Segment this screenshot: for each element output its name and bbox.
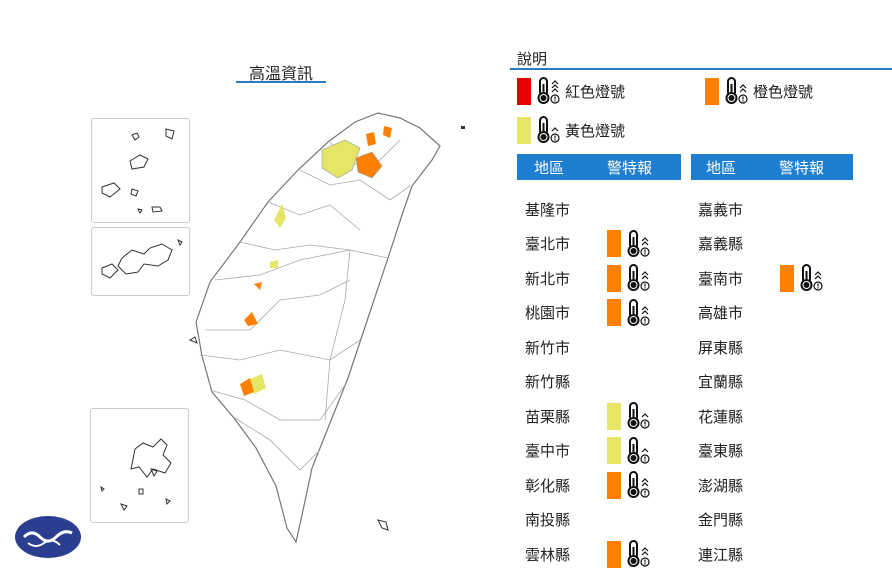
table-row: 嘉義市 bbox=[698, 194, 780, 224]
table-row: 屏東縣 bbox=[698, 332, 780, 362]
inset-kinmen bbox=[91, 227, 190, 296]
region-name: 嘉義市 bbox=[698, 200, 744, 219]
warning-swatch-yellow bbox=[607, 402, 621, 430]
table-row: 新竹市 bbox=[525, 332, 607, 362]
legend-item-yellow: 黃色燈號 bbox=[517, 115, 625, 145]
table-header-right: 地區 警特報 bbox=[691, 154, 853, 180]
header-region: 地區 bbox=[534, 158, 565, 177]
legend-swatch bbox=[517, 116, 531, 144]
region-name: 澎湖縣 bbox=[698, 476, 744, 495]
thermometer-icon bbox=[625, 436, 651, 466]
region-name: 南投縣 bbox=[525, 511, 571, 529]
table-row: 澎湖縣 bbox=[698, 470, 780, 500]
warning-swatch-orange bbox=[607, 299, 621, 326]
header-warning: 警特報 bbox=[607, 158, 653, 177]
thermometer-icon bbox=[625, 401, 651, 431]
region-name: 雲林縣 bbox=[525, 545, 571, 564]
warning-swatch-orange bbox=[607, 471, 621, 499]
region-orange-taipei bbox=[355, 151, 383, 179]
region-orange-north3 bbox=[383, 126, 392, 138]
region-name: 苗栗縣 bbox=[525, 407, 571, 426]
table-row: 新北市 bbox=[525, 263, 651, 293]
warning-swatch-orange bbox=[607, 540, 621, 568]
thermometer-icon bbox=[625, 298, 651, 328]
legend-item-orange: 橙色燈號 bbox=[705, 76, 813, 106]
legend-item-red: 紅色燈號 bbox=[517, 76, 625, 106]
legend-swatch bbox=[517, 77, 531, 105]
table-row: 桃園市 bbox=[525, 298, 651, 328]
table-row: 苗栗縣 bbox=[525, 401, 651, 431]
region-name: 臺中市 bbox=[525, 442, 571, 460]
thermometer-icon bbox=[625, 229, 651, 259]
region-yellow-taichung bbox=[270, 260, 278, 268]
warning-swatch-yellow bbox=[607, 437, 621, 464]
region-name: 基隆市 bbox=[525, 200, 571, 219]
region-yellow-miaoli bbox=[274, 204, 286, 228]
region-name: 連江縣 bbox=[698, 545, 744, 564]
table-row: 雲林縣 bbox=[525, 539, 651, 569]
taiwan-map bbox=[188, 112, 465, 544]
table-row: 臺北市 bbox=[525, 229, 651, 259]
header-region: 地區 bbox=[706, 158, 737, 177]
title-underline bbox=[236, 81, 326, 83]
region-name: 嘉義縣 bbox=[698, 235, 744, 253]
table-row: 連江縣 bbox=[698, 539, 780, 569]
table-row: 新竹縣 bbox=[525, 367, 607, 397]
region-name: 新竹縣 bbox=[525, 373, 571, 391]
table-header-left: 地區 警特報 bbox=[517, 154, 681, 180]
table-row: 高雄市 bbox=[698, 298, 780, 328]
region-orange-north2 bbox=[366, 132, 376, 146]
table-row: 基隆市 bbox=[525, 194, 607, 224]
legend-label: 橙色燈號 bbox=[753, 82, 814, 101]
region-yellow-north bbox=[321, 139, 361, 179]
warning-swatch-orange bbox=[607, 264, 621, 292]
table-row: 宜蘭縣 bbox=[698, 367, 780, 397]
warning-swatch-orange bbox=[780, 264, 794, 292]
table-row: 南投縣 bbox=[525, 505, 607, 535]
table-row: 臺東縣 bbox=[698, 436, 780, 466]
region-name: 屏東縣 bbox=[698, 338, 744, 357]
region-name: 花蓮縣 bbox=[698, 407, 744, 426]
inset-matsu bbox=[91, 118, 190, 223]
table-row: 金門縣 bbox=[698, 505, 780, 535]
thermometer-icon bbox=[535, 115, 561, 145]
warning-swatch-orange bbox=[607, 230, 621, 257]
region-name: 新北市 bbox=[525, 269, 571, 288]
region-name: 高雄市 bbox=[698, 304, 744, 322]
region-name: 臺北市 bbox=[525, 235, 571, 253]
thermometer-icon bbox=[798, 263, 824, 293]
region-name: 彰化縣 bbox=[525, 476, 571, 495]
region-orange-yunlin bbox=[244, 312, 258, 326]
thermometer-icon bbox=[625, 539, 651, 569]
inset-penghu bbox=[90, 408, 189, 523]
taiwan-outline bbox=[195, 112, 441, 544]
map-title: 高溫資訊 bbox=[248, 64, 313, 83]
region-orange-changhua bbox=[254, 282, 262, 290]
table-row: 花蓮縣 bbox=[698, 401, 780, 431]
table-row: 臺中市 bbox=[525, 436, 651, 466]
region-name: 金門縣 bbox=[698, 511, 744, 529]
table-row: 彰化縣 bbox=[525, 470, 651, 500]
legend-swatch bbox=[705, 77, 719, 105]
thermometer-icon bbox=[625, 263, 651, 293]
region-name: 臺東縣 bbox=[698, 442, 744, 460]
region-name: 桃園市 bbox=[525, 304, 571, 322]
legend-divider bbox=[510, 68, 892, 70]
thermometer-icon bbox=[723, 76, 749, 106]
table-row: 臺南市 bbox=[698, 263, 824, 293]
region-name: 臺南市 bbox=[698, 269, 744, 288]
region-name: 宜蘭縣 bbox=[698, 373, 744, 391]
thermometer-icon bbox=[535, 76, 561, 106]
table-row: 嘉義縣 bbox=[698, 229, 780, 259]
region-name: 新竹市 bbox=[525, 338, 571, 357]
cwa-logo bbox=[15, 516, 81, 558]
legend-label: 黃色燈號 bbox=[565, 121, 626, 140]
region-orange-tainan bbox=[240, 378, 254, 396]
legend-label: 紅色燈號 bbox=[565, 82, 626, 101]
thermometer-icon bbox=[625, 470, 651, 500]
header-warning: 警特報 bbox=[779, 158, 825, 177]
legend-title: 說明 bbox=[517, 50, 548, 68]
